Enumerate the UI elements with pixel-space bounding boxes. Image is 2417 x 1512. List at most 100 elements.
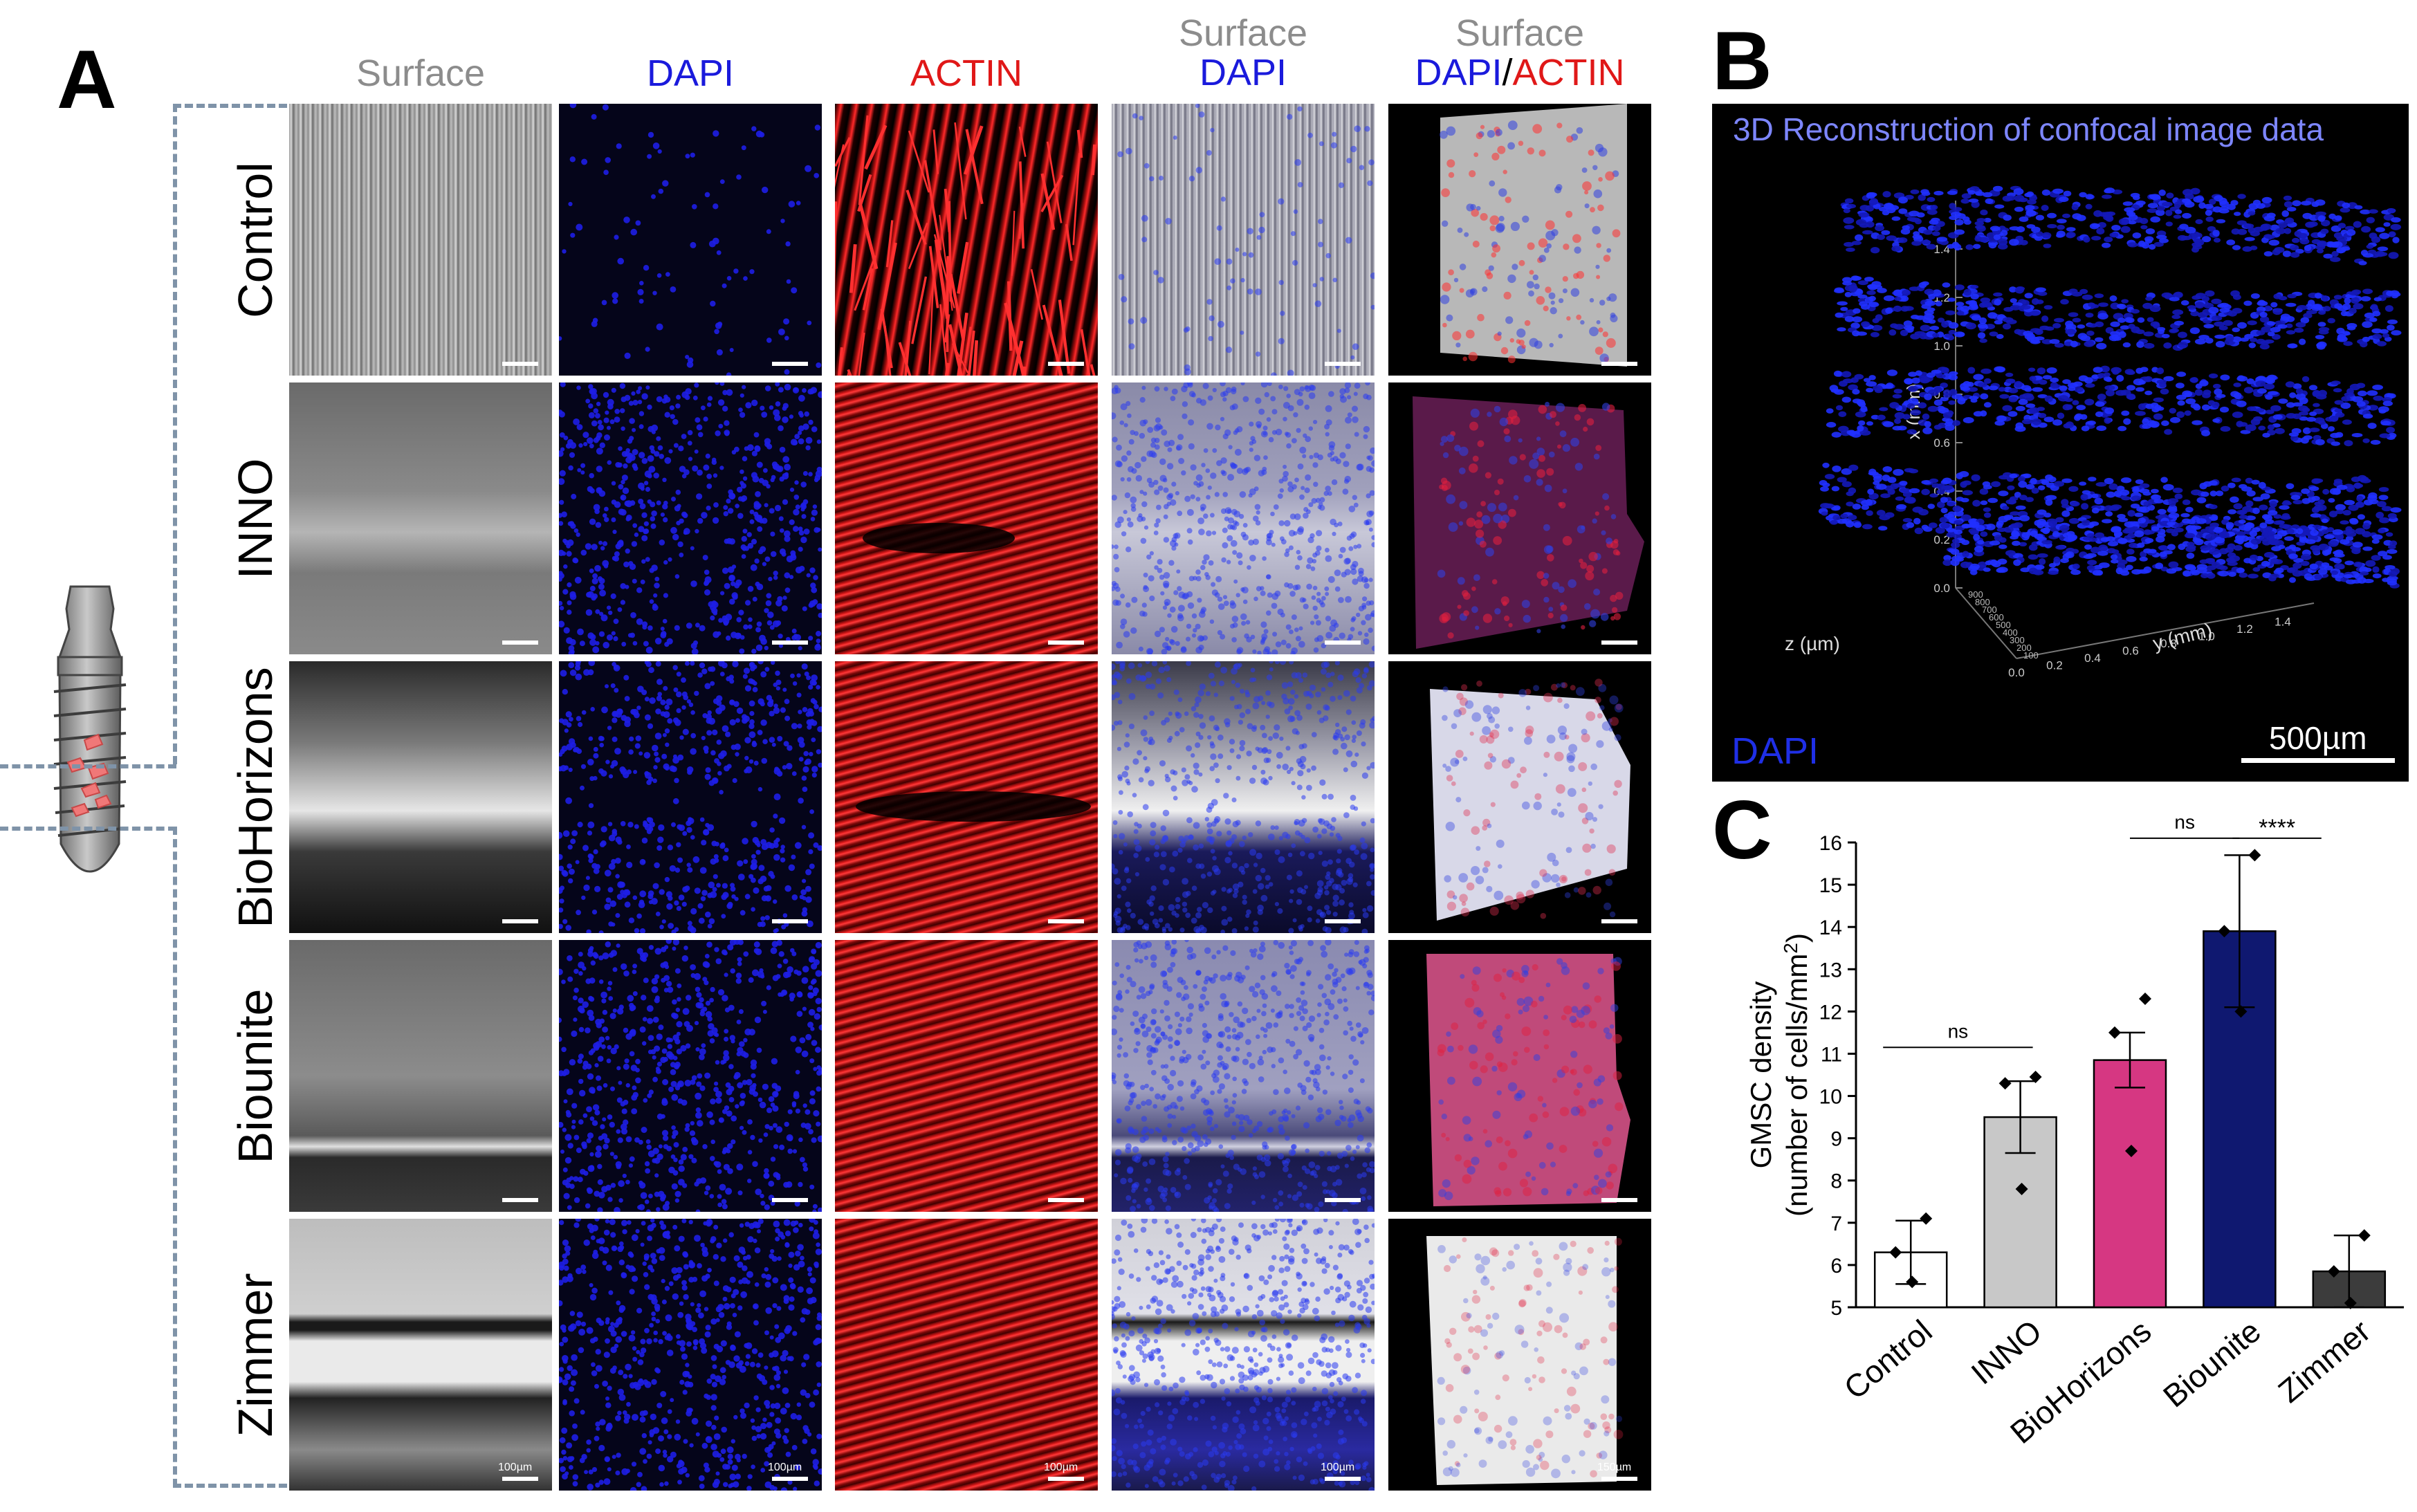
dapi-nucleus: [1909, 210, 1920, 217]
microscopy-tile-zimmer-col1: 100µm: [289, 1219, 552, 1491]
dapi-nucleus: [2165, 210, 2173, 216]
dapi-nucleus: [1933, 425, 1942, 430]
dapi-nucleus: [1866, 387, 1874, 393]
dapi-nucleus: [2346, 579, 2356, 584]
y-tick-label: 13: [1819, 959, 1842, 981]
dapi-nucleus: [2233, 545, 2243, 551]
dapi-nucleus: [2031, 488, 2039, 494]
dapi-nucleus: [2292, 413, 2301, 419]
dapi-nucleus: [2286, 323, 2293, 329]
dapi-nucleus: [1983, 567, 1991, 572]
dapi-nucleus: [1904, 497, 1911, 504]
dapi-nucleus: [1892, 425, 1903, 431]
dapi-nucleus: [2104, 385, 2115, 391]
dapi-nucleus: [2019, 305, 2031, 310]
dapi-nucleus: [2207, 226, 2216, 232]
dapi-nucleus: [2122, 201, 2133, 206]
dapi-nucleus: [2093, 367, 2103, 374]
dapi-nucleus: [1892, 394, 1902, 399]
dapi-nucleus: [2362, 414, 2373, 419]
dapi-nucleus: [2259, 504, 2268, 510]
dapi-nucleus: [2238, 519, 2246, 524]
dapi-nucleus: [2260, 493, 2270, 500]
dapi-nucleus: [2340, 539, 2350, 545]
column-header-line: DAPI: [1112, 53, 1375, 93]
dapi-nucleus: [1848, 384, 1858, 391]
dapi-nucleus: [2045, 326, 2055, 331]
dapi-nucleus: [1898, 208, 1908, 214]
dapi-nucleus: [2353, 303, 2364, 310]
dapi-nucleus: [2265, 394, 2273, 400]
dapi-nucleus: [1949, 389, 1958, 396]
dapi-nucleus: [2085, 313, 2094, 318]
dapi-nucleus: [2010, 298, 2017, 304]
dapi-nucleus: [1821, 511, 1828, 516]
dapi-nucleus: [2121, 410, 2130, 416]
dapi-nucleus: [2072, 563, 2080, 570]
dapi-nucleus: [2302, 212, 2313, 219]
dapi-nucleus: [2153, 397, 2164, 403]
panel-b-letter: B: [1712, 15, 1772, 107]
dapi-nucleus: [1960, 382, 1968, 390]
data-point: [2327, 1265, 2340, 1278]
dapi-nucleus: [2262, 514, 2270, 519]
dapi-nucleus: [2104, 477, 2114, 485]
dapi-nucleus: [2055, 517, 2064, 523]
dapi-nucleus: [2117, 517, 2129, 522]
dapi-nucleus: [2084, 544, 2092, 550]
dapi-nucleus: [2058, 395, 2069, 402]
dapi-nucleus: [2087, 560, 2097, 566]
scale-bar-label: 150µm: [1597, 1462, 1632, 1473]
dapi-nucleus: [2252, 497, 2263, 501]
dapi-nucleus: [2299, 537, 2309, 543]
dapi-nucleus: [2143, 529, 2152, 535]
dapi-nucleus: [2322, 488, 2330, 495]
dapi-nucleus: [2317, 215, 2326, 222]
dapi-nucleus: [1846, 491, 1854, 497]
dapi-nucleus: [2024, 192, 2033, 198]
dapi-nucleus: [1883, 295, 1895, 302]
y-tick-label: 1.0: [2198, 630, 2215, 643]
dapi-nucleus: [2297, 305, 2308, 311]
dapi-nucleus: [2071, 203, 2079, 211]
dapi-nucleus: [2037, 367, 2046, 375]
dapi-nucleus: [1878, 206, 1888, 212]
dapi-nucleus: [1989, 540, 2001, 546]
dapi-nucleus: [2233, 294, 2241, 300]
dapi-nucleus: [2191, 242, 2202, 248]
column-header-line: ACTIN: [835, 54, 1098, 93]
dapi-nucleus: [2309, 563, 2318, 570]
dapi-nucleus: [2296, 388, 2304, 395]
dapi-nucleus: [1859, 205, 1870, 211]
dapi-nucleus: [2052, 323, 2061, 329]
dapi-nucleus: [1921, 239, 1931, 245]
dapi-nucleus: [2151, 526, 2160, 532]
dapi-nucleus: [2185, 566, 2197, 571]
dapi-nucleus: [1954, 519, 1963, 525]
y-tick-label: 0.8: [2160, 637, 2177, 650]
dapi-nucleus: [2062, 379, 2071, 385]
dapi-nucleus: [2184, 410, 2191, 416]
data-point: [2139, 993, 2151, 1006]
dapi-nucleus: [1826, 422, 1837, 428]
dapi-nucleus: [2327, 426, 2335, 432]
dapi-nucleus: [2212, 401, 2220, 409]
dapi-nucleus: [1940, 508, 1948, 513]
dapi-nucleus: [2113, 490, 2122, 497]
dapi-nucleus: [2211, 315, 2223, 322]
scale-bar: [502, 640, 538, 645]
dapi-nucleus: [2258, 425, 2266, 431]
tile-texture: [1117, 104, 1375, 376]
dapi-nucleus: [1924, 393, 1932, 400]
dapi-nucleus: [2368, 492, 2378, 499]
data-point: [1920, 1212, 1933, 1225]
dapi-nucleus: [1924, 313, 1935, 320]
dapi-nucleus: [2074, 386, 2084, 393]
dapi-nucleus: [1886, 369, 1897, 376]
dapi-nucleus: [2278, 296, 2288, 301]
dapi-nucleus: [2095, 401, 2105, 407]
dapi-nucleus: [2257, 388, 2267, 394]
dapi-nucleus: [1873, 385, 1883, 391]
column-header-text: DAPI: [646, 53, 735, 94]
dapi-nucleus: [2144, 376, 2153, 382]
